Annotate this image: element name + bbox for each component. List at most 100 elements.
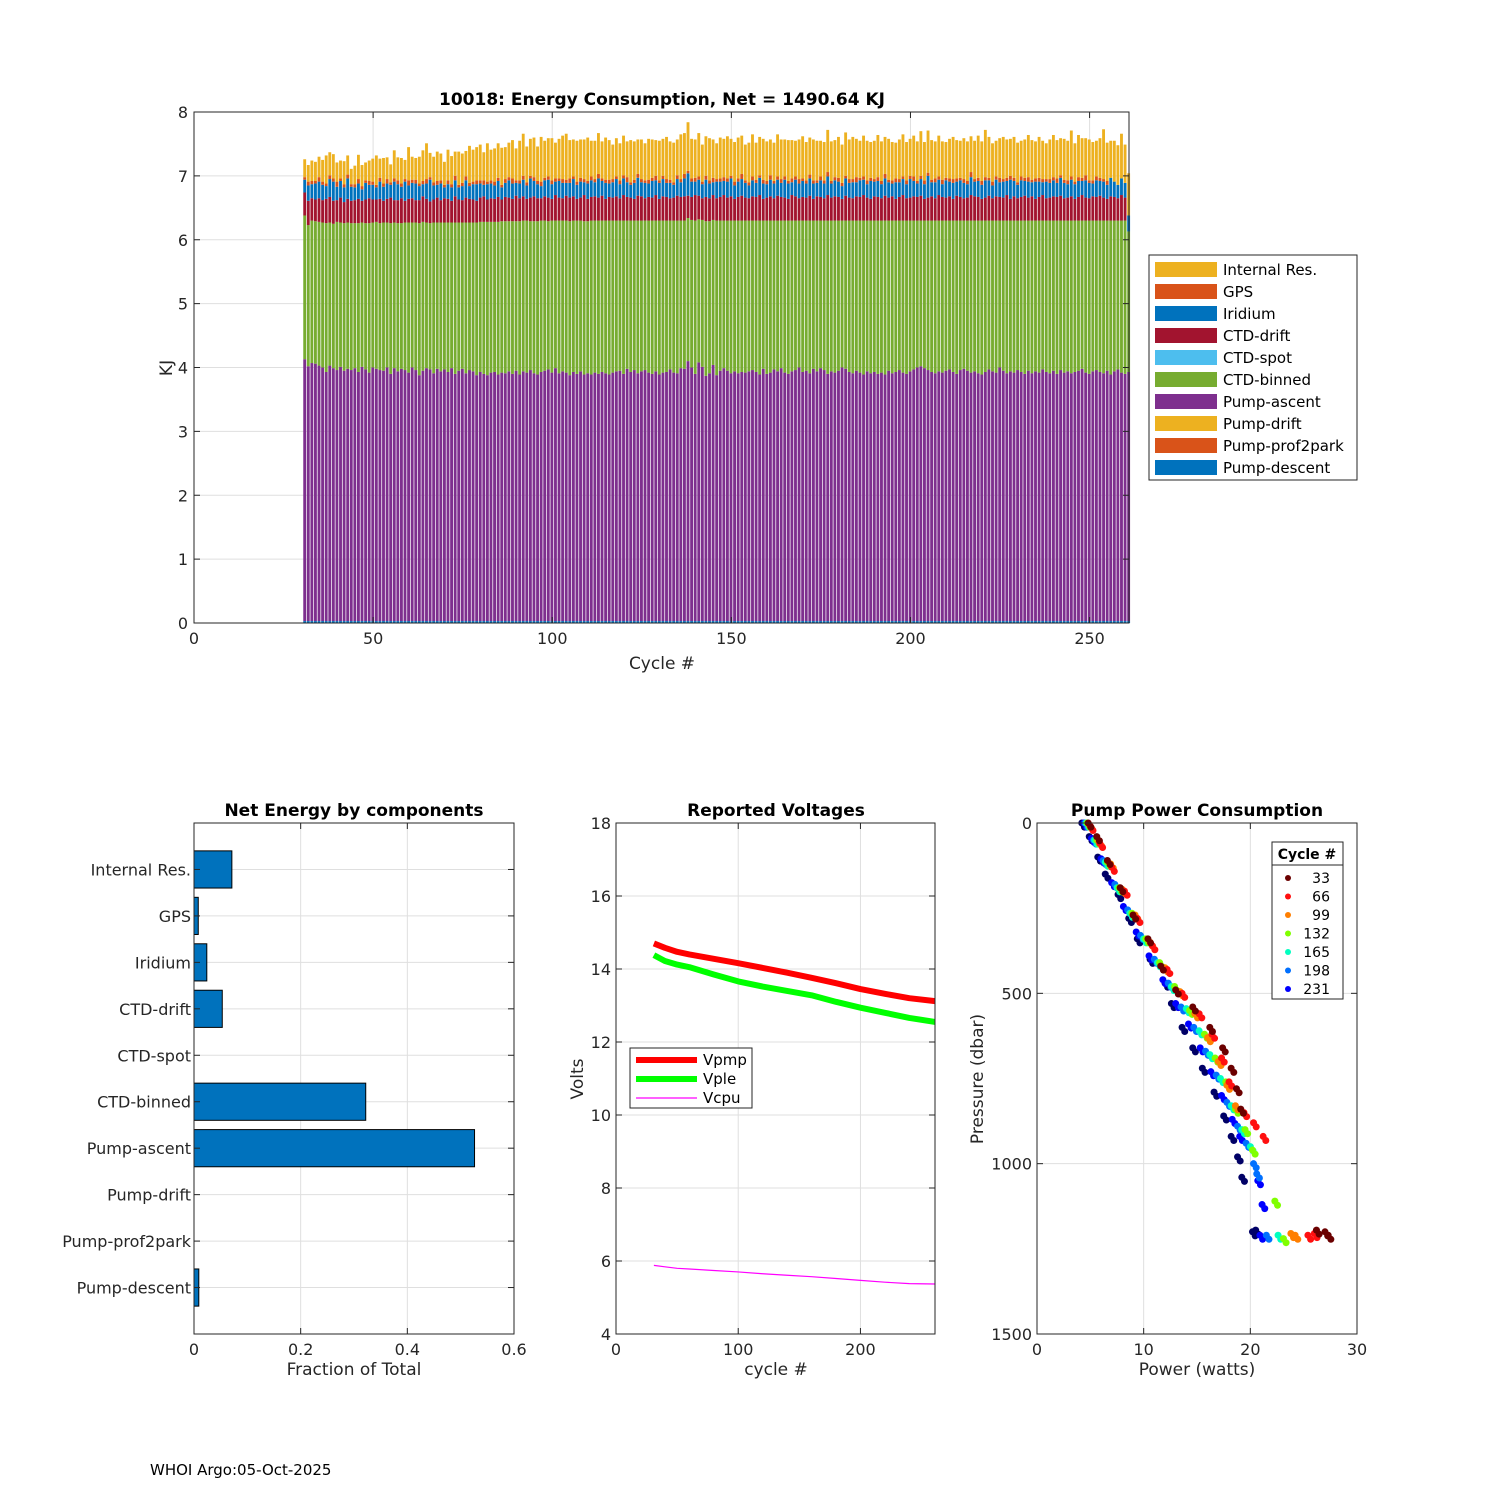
energy-bar-segment xyxy=(786,220,790,374)
energy-bar-segment xyxy=(550,184,554,199)
energy-bar-segment xyxy=(392,222,396,369)
energy-ytick-label: 7 xyxy=(178,167,188,186)
energy-bar-segment xyxy=(367,372,371,622)
energy-bar-segment xyxy=(593,196,597,221)
energy-bar-segment xyxy=(328,621,332,623)
energy-bar-segment xyxy=(740,371,744,622)
energy-bar-segment xyxy=(425,183,428,199)
pump-point xyxy=(1191,1048,1199,1056)
energy-bar-segment xyxy=(887,182,891,198)
energy-bar-segment xyxy=(883,621,887,623)
energy-bar-segment xyxy=(503,221,507,374)
legend-swatch xyxy=(1155,306,1217,321)
energy-bar-segment xyxy=(661,220,665,373)
energy-bar-segment xyxy=(514,182,518,196)
energy-bar-segment xyxy=(1023,373,1027,622)
energy-bar-segment xyxy=(765,220,769,374)
energy-bar-segment xyxy=(356,179,360,184)
energy-bar-segment xyxy=(697,176,701,180)
energy-bar-segment xyxy=(1051,134,1055,178)
energy-bar-segment xyxy=(1120,178,1123,196)
energy-bar-segment xyxy=(568,182,572,198)
energy-bar-segment xyxy=(353,368,357,622)
pump-legend-label: 231 xyxy=(1303,982,1330,998)
energy-bar-segment xyxy=(736,220,740,374)
energy-bar-segment xyxy=(826,129,830,173)
energy-bar-segment xyxy=(518,180,522,184)
energy-bar-segment xyxy=(632,198,636,221)
energy-bar-segment xyxy=(385,198,389,223)
energy-bar-segment xyxy=(453,373,457,622)
energy-bar-segment xyxy=(858,196,862,221)
energy-bar-segment xyxy=(1102,621,1105,623)
energy-bar-segment xyxy=(625,141,629,178)
energy-bar-segment xyxy=(765,184,769,198)
voltages-legend-label: Vpmp xyxy=(703,1051,747,1069)
energy-bar-segment xyxy=(597,178,600,198)
energy-xtick-label: 150 xyxy=(716,629,747,648)
energy-bar-segment xyxy=(396,157,400,181)
energy-bar-segment xyxy=(897,182,901,197)
energy-bar-segment xyxy=(399,223,403,369)
energy-bar-segment xyxy=(586,221,590,374)
legend-label: Pump-drift xyxy=(1223,415,1302,433)
energy-bar-segment xyxy=(1091,371,1095,622)
energy-bar-segment xyxy=(801,180,805,197)
energy-bar-segment xyxy=(453,196,457,223)
energy-bar-segment xyxy=(657,374,661,622)
energy-bar-segment xyxy=(819,196,822,221)
energy-bar-segment xyxy=(983,177,987,181)
energy-bar-segment xyxy=(876,177,880,181)
energy-bar-segment xyxy=(414,179,418,184)
energy-bar-segment xyxy=(414,183,418,201)
energy-bar-segment xyxy=(994,220,998,373)
energy-bar-segment xyxy=(554,181,557,196)
voltages-ytick-label: 8 xyxy=(601,1179,611,1198)
energy-bar-segment xyxy=(693,177,697,182)
energy-bar-segment xyxy=(600,195,604,221)
energy-bar-segment xyxy=(468,370,471,622)
energy-bar-segment xyxy=(432,621,436,623)
energy-bar-segment xyxy=(1102,197,1105,221)
energy-bar-segment xyxy=(622,195,625,221)
energy-bar-segment xyxy=(471,371,475,622)
energy-bar-segment xyxy=(783,372,787,622)
energy-bar-segment xyxy=(736,178,740,182)
pump-point xyxy=(1201,1068,1209,1076)
energy-bar-segment xyxy=(482,221,486,374)
energy-bar-segment xyxy=(378,370,382,622)
energy-bar-segment xyxy=(1062,220,1066,373)
energy-bar-segment xyxy=(826,373,830,622)
energy-bar-segment xyxy=(808,621,812,623)
components-bar xyxy=(193,1082,367,1121)
energy-bar-segment xyxy=(1034,621,1037,623)
energy-bar-segment xyxy=(396,184,400,201)
pump-legend-label: 165 xyxy=(1303,945,1330,961)
energy-bar-segment xyxy=(442,369,446,622)
energy-bar-segment xyxy=(1123,621,1127,623)
energy-bar-segment xyxy=(589,621,593,623)
energy-bar-segment xyxy=(758,177,762,196)
energy-bar-segment xyxy=(969,172,973,178)
energy-bar-segment xyxy=(471,222,475,372)
energy-bar-segment xyxy=(579,181,582,198)
pump-point xyxy=(1256,1181,1264,1189)
energy-bar-segment xyxy=(425,222,428,369)
energy-bar-segment xyxy=(1069,179,1073,197)
energy-bar-segment xyxy=(930,196,934,221)
energy-bar-segment xyxy=(1087,198,1091,221)
energy-bar-segment xyxy=(743,180,747,183)
energy-bar-segment xyxy=(629,140,633,183)
energy-bar-segment xyxy=(858,177,862,181)
energy-bar-segment xyxy=(561,220,565,372)
energy-bar-segment xyxy=(976,180,980,197)
energy-bar-segment xyxy=(722,220,726,369)
energy-bar-segment xyxy=(475,184,479,201)
pump-point xyxy=(1230,1068,1238,1076)
energy-bar-segment xyxy=(1001,197,1005,221)
energy-bar-segment xyxy=(1112,181,1116,197)
energy-bar-segment xyxy=(378,181,382,199)
energy-bar-segment xyxy=(600,621,604,623)
